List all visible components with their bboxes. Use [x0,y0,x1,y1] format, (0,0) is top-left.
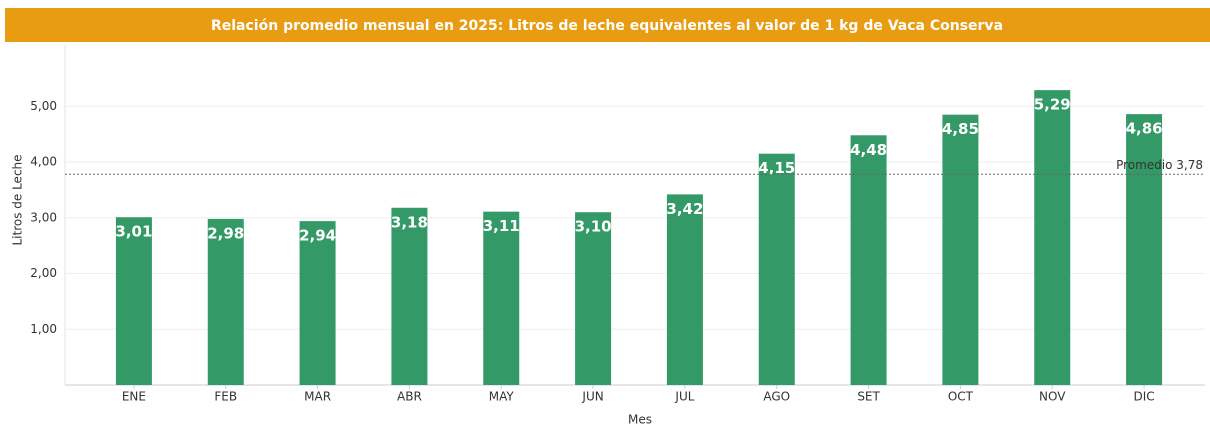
bar [299,221,336,385]
bar [942,114,979,386]
value-label: 4,48 [850,141,887,159]
x-tick-label: ABR [397,390,422,404]
bar [575,212,612,385]
value-label: 3,01 [115,223,152,241]
y-tick-label: 5,00 [30,99,57,113]
x-tick-label: MAR [304,390,331,404]
title-bar [5,8,1210,42]
x-tick-label: ENE [122,390,146,404]
x-tick-label: SET [857,390,880,404]
bar [1126,114,1163,386]
value-label: 3,11 [483,217,520,235]
x-tick-label: MAY [489,390,515,404]
bar [1034,90,1071,386]
value-label: 5,29 [1034,96,1071,114]
x-tick-label: OCT [948,390,974,404]
value-label: 4,15 [758,159,795,177]
x-tick-label: NOV [1039,390,1066,404]
bar [115,217,152,385]
bar [207,218,244,385]
bar [483,211,520,385]
x-tick-label: JUN [581,390,603,404]
y-tick-label: 3,00 [30,210,57,224]
bar [850,135,887,385]
value-label: 4,85 [942,120,979,138]
value-label: 3,18 [391,213,428,231]
bar [666,194,703,385]
x-tick-label: DIC [1133,390,1154,404]
x-tick-label: AGO [763,390,790,404]
value-label: 3,42 [666,200,703,218]
bar [391,207,428,385]
value-label: 2,94 [299,227,336,245]
value-label: 2,98 [207,224,244,242]
y-axis-label: Litros de Leche [11,154,25,245]
x-tick-label: FEB [214,390,237,404]
chart-title: Relación promedio mensual en 2025: Litro… [211,18,1003,34]
x-axis-label: Mes [628,413,652,427]
value-label: 4,86 [1126,120,1163,138]
value-label: 3,10 [575,218,612,236]
bar [758,153,795,385]
x-tick-label: JUL [674,390,694,404]
y-tick-label: 1,00 [30,322,57,336]
reference-label: Promedio 3,78 [1116,158,1203,172]
y-tick-label: 2,00 [30,266,57,280]
y-tick-label: 4,00 [30,155,57,169]
